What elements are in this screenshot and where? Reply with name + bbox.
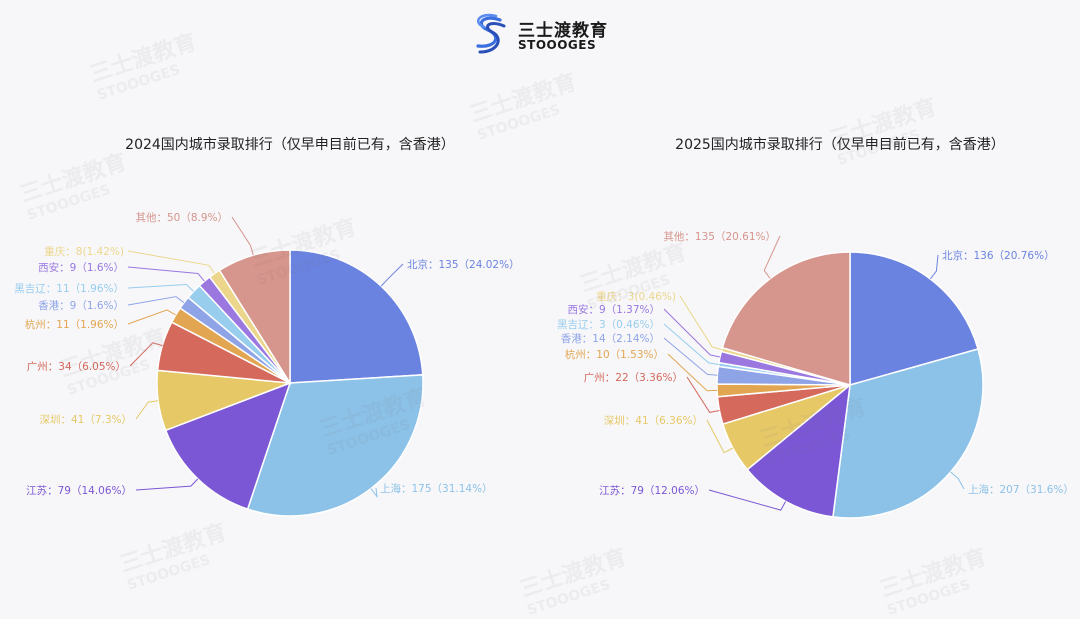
leader-line-1-7 [663, 323, 719, 365]
leader-line-1-8 [663, 308, 721, 358]
slice-label-1-10: 其他：135（20.61%） [663, 230, 776, 243]
pie-slice-0-0 [289, 249, 424, 384]
pie-slice-1-1 [832, 348, 984, 519]
leader-line-1-4 [686, 376, 720, 413]
leader-line-1-0 [929, 254, 939, 280]
slice-label-0-3: 深圳：41（7.3%） [39, 414, 132, 426]
leader-line-1-2 [708, 489, 787, 511]
slice-label-0-9: 重庆：8(1.42%) [44, 245, 124, 258]
leader-line-0-3 [135, 400, 159, 420]
slice-label-1-2: 江苏：79（12.06%） [599, 484, 705, 497]
slice-label-1-3: 深圳：41（6.36%） [604, 415, 703, 427]
slice-label-1-4: 广州：22（3.36%） [584, 372, 683, 384]
chart-title-2024: 2024国内城市录取排行（仅早申目前已有，含香港） [125, 137, 455, 153]
chart-title-2025: 2025国内城市录取排行（仅早申目前已有，含香港） [675, 137, 1005, 153]
leader-line-1-1 [950, 471, 965, 490]
brand-logo: 三士渡教育 STOOOGES [470, 12, 620, 56]
brand-mark-icon [476, 13, 506, 54]
slice-label-1-0: 北京：136（20.76%） [942, 249, 1055, 262]
leader-line-0-0 [380, 263, 404, 287]
leader-line-0-9 [127, 250, 215, 274]
slice-label-0-10: 其他：50（8.9%） [135, 211, 228, 224]
slice-label-0-4: 广州：34（6.05%） [27, 361, 126, 373]
pie-slice-0-2 [164, 381, 292, 511]
slice-label-0-7: 黑吉辽：11（1.96%） [14, 283, 124, 295]
brand-name-en: STOOOGES [518, 38, 597, 52]
leader-line-0-2 [135, 478, 199, 491]
slice-label-0-1: 上海：175（31.14%） [380, 482, 493, 495]
slice-label-0-0: 北京：135（24.02%） [407, 258, 520, 271]
slice-label-1-1: 上海：207（31.6%） [968, 483, 1074, 496]
leader-line-1-6 [663, 337, 718, 376]
leader-line-1-9 [679, 295, 722, 351]
pie-slice-0-1 [246, 374, 424, 517]
brand-name-cn: 三士渡教育 [518, 21, 608, 41]
leader-line-0-4 [129, 342, 163, 367]
leader-line-0-7 [127, 283, 194, 292]
slice-label-1-8: 西安：9（1.37%） [567, 303, 660, 316]
slice-label-0-2: 江苏：79（14.06%） [26, 484, 132, 497]
slice-label-1-9: 重庆：3(0.46%) [596, 290, 676, 303]
slice-label-0-6: 香港：9（1.6%） [38, 300, 124, 312]
leader-line-0-8 [127, 266, 205, 282]
leader-line-0-1 [370, 487, 378, 499]
pie-slice-1-2 [746, 383, 851, 518]
leader-line-1-5 [667, 353, 718, 392]
leader-line-0-10 [231, 216, 254, 256]
slice-label-0-8: 西安：9（1.6%） [38, 261, 124, 274]
leader-line-0-5 [127, 309, 176, 325]
slice-label-1-7: 黑吉辽：3（0.46%） [557, 319, 660, 331]
slice-label-0-5: 杭州：11（1.96%） [25, 318, 124, 331]
pie-chart-2025: 北京：136（20.76%） 上海：207（31.6%） 江苏：79（12.06%）… [557, 230, 1074, 519]
slice-label-1-6: 香港：14（2.14%） [561, 333, 660, 345]
pie-chart-2024: 北京：135（24.02%） 上海：175（31.14%） 江苏：79（14.06%… [14, 211, 520, 517]
leader-line-1-10 [763, 235, 781, 279]
leader-line-1-3 [706, 419, 734, 454]
leader-line-0-6 [127, 296, 185, 306]
slice-label-1-5: 杭州：10（1.53%） [565, 348, 664, 361]
